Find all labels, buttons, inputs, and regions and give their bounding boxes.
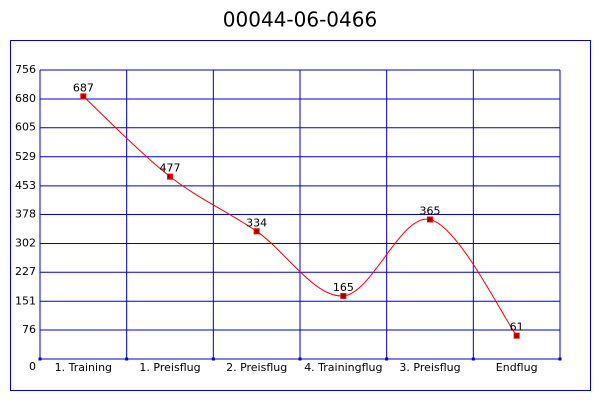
chart-frame xyxy=(10,40,591,391)
data-label: 477 xyxy=(160,162,181,175)
data-label: 365 xyxy=(420,204,441,217)
x-tick-label: 4. Trainingflug xyxy=(304,361,382,374)
y-tick-label: 756 xyxy=(15,63,36,76)
marker xyxy=(513,332,520,339)
axis-dot xyxy=(298,357,302,361)
marker xyxy=(340,292,347,299)
y-tick-label: 605 xyxy=(15,121,36,134)
y-tick-label: 453 xyxy=(15,179,36,192)
axis-dot xyxy=(211,357,215,361)
chart-title: 00044-06-0466 xyxy=(223,8,377,32)
marker xyxy=(253,228,260,235)
y-tick-label: 0 xyxy=(29,360,36,373)
marker xyxy=(80,93,87,100)
y-tick-label: 151 xyxy=(15,294,36,307)
data-label: 165 xyxy=(333,281,354,294)
y-tick-label: 302 xyxy=(15,237,36,250)
y-tick-label: 529 xyxy=(15,150,36,163)
marker xyxy=(427,216,433,223)
y-tick-label: 76 xyxy=(22,323,36,336)
x-tick-label: 1. Training xyxy=(55,361,112,374)
data-label: 61 xyxy=(510,321,524,334)
x-tick-label: 3. Preisflug xyxy=(399,361,460,374)
axis-dot xyxy=(125,357,129,361)
axis-dot xyxy=(471,357,475,361)
data-label: 334 xyxy=(246,216,267,229)
x-tick-label: 2. Preisflug xyxy=(226,361,287,374)
axis-dot xyxy=(38,357,42,361)
x-tick-label: Endflug xyxy=(496,361,538,374)
marker xyxy=(167,173,173,180)
data-label: 687 xyxy=(73,81,94,94)
axis-dot xyxy=(558,357,562,361)
y-tick-label: 378 xyxy=(15,208,36,221)
line xyxy=(82,96,518,336)
x-tick-label: 1. Preisflug xyxy=(139,361,200,374)
y-tick-label: 227 xyxy=(15,265,36,278)
y-tick-label: 680 xyxy=(15,92,36,105)
axis-dot xyxy=(385,357,389,361)
